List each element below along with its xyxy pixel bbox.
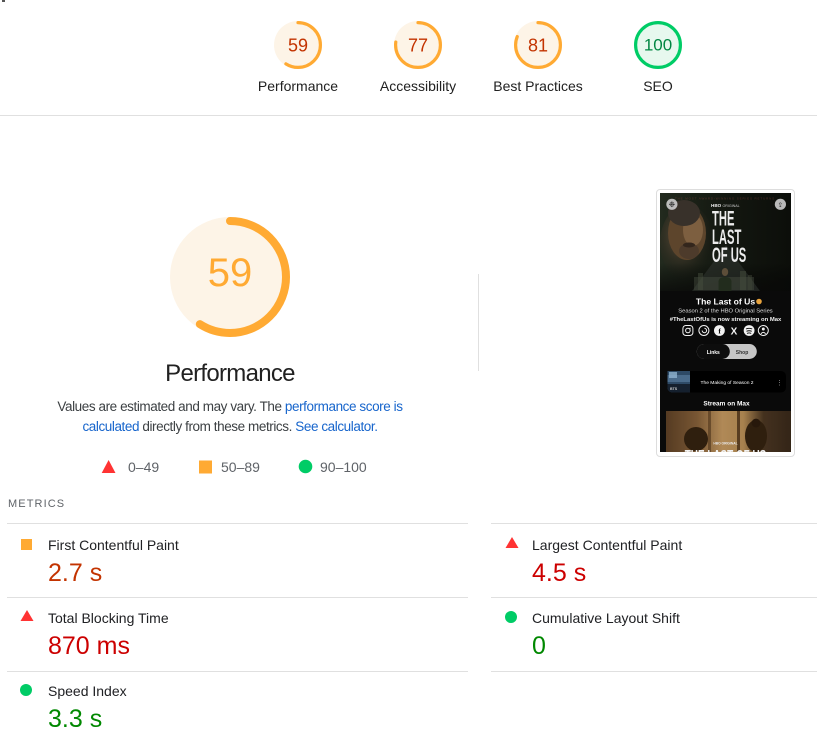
svg-text:Season 2 of the HBO Original S: Season 2 of the HBO Original Series: [678, 309, 773, 315]
svg-text:X: X: [731, 326, 738, 337]
svg-text:OF US: OF US: [712, 243, 746, 267]
svg-text:The Last of Us: The Last of Us: [696, 297, 755, 307]
svg-text:⇪: ⇪: [778, 201, 783, 209]
svg-text:THE: THE: [712, 207, 734, 231]
svg-text:BTS: BTS: [670, 387, 678, 391]
svg-text:Stream on Max: Stream on Max: [703, 401, 750, 408]
svg-text:⋮: ⋮: [777, 381, 783, 387]
svg-text:Links: Links: [707, 350, 720, 356]
svg-text:ORIGINAL: ORIGINAL: [723, 204, 740, 208]
svg-text:THE LAST OF US: THE LAST OF US: [685, 447, 767, 452]
svg-text:#TheLastOfUs is now streaming: #TheLastOfUs is now streaming on Max: [670, 317, 782, 323]
svg-text:f: f: [718, 327, 721, 336]
svg-text:HBO ORIGINAL: HBO ORIGINAL: [713, 442, 737, 446]
svg-text:Shop: Shop: [736, 350, 749, 356]
svg-text:The Making of Season 2: The Making of Season 2: [700, 380, 753, 386]
svg-text:HBO: HBO: [711, 203, 722, 208]
svg-text:THE MOST AWARD-WINNING SERIES: THE MOST AWARD-WINNING SERIES RETURNS: [675, 197, 775, 201]
svg-text:❉: ❉: [669, 200, 676, 209]
svg-text:LAST: LAST: [712, 225, 742, 249]
